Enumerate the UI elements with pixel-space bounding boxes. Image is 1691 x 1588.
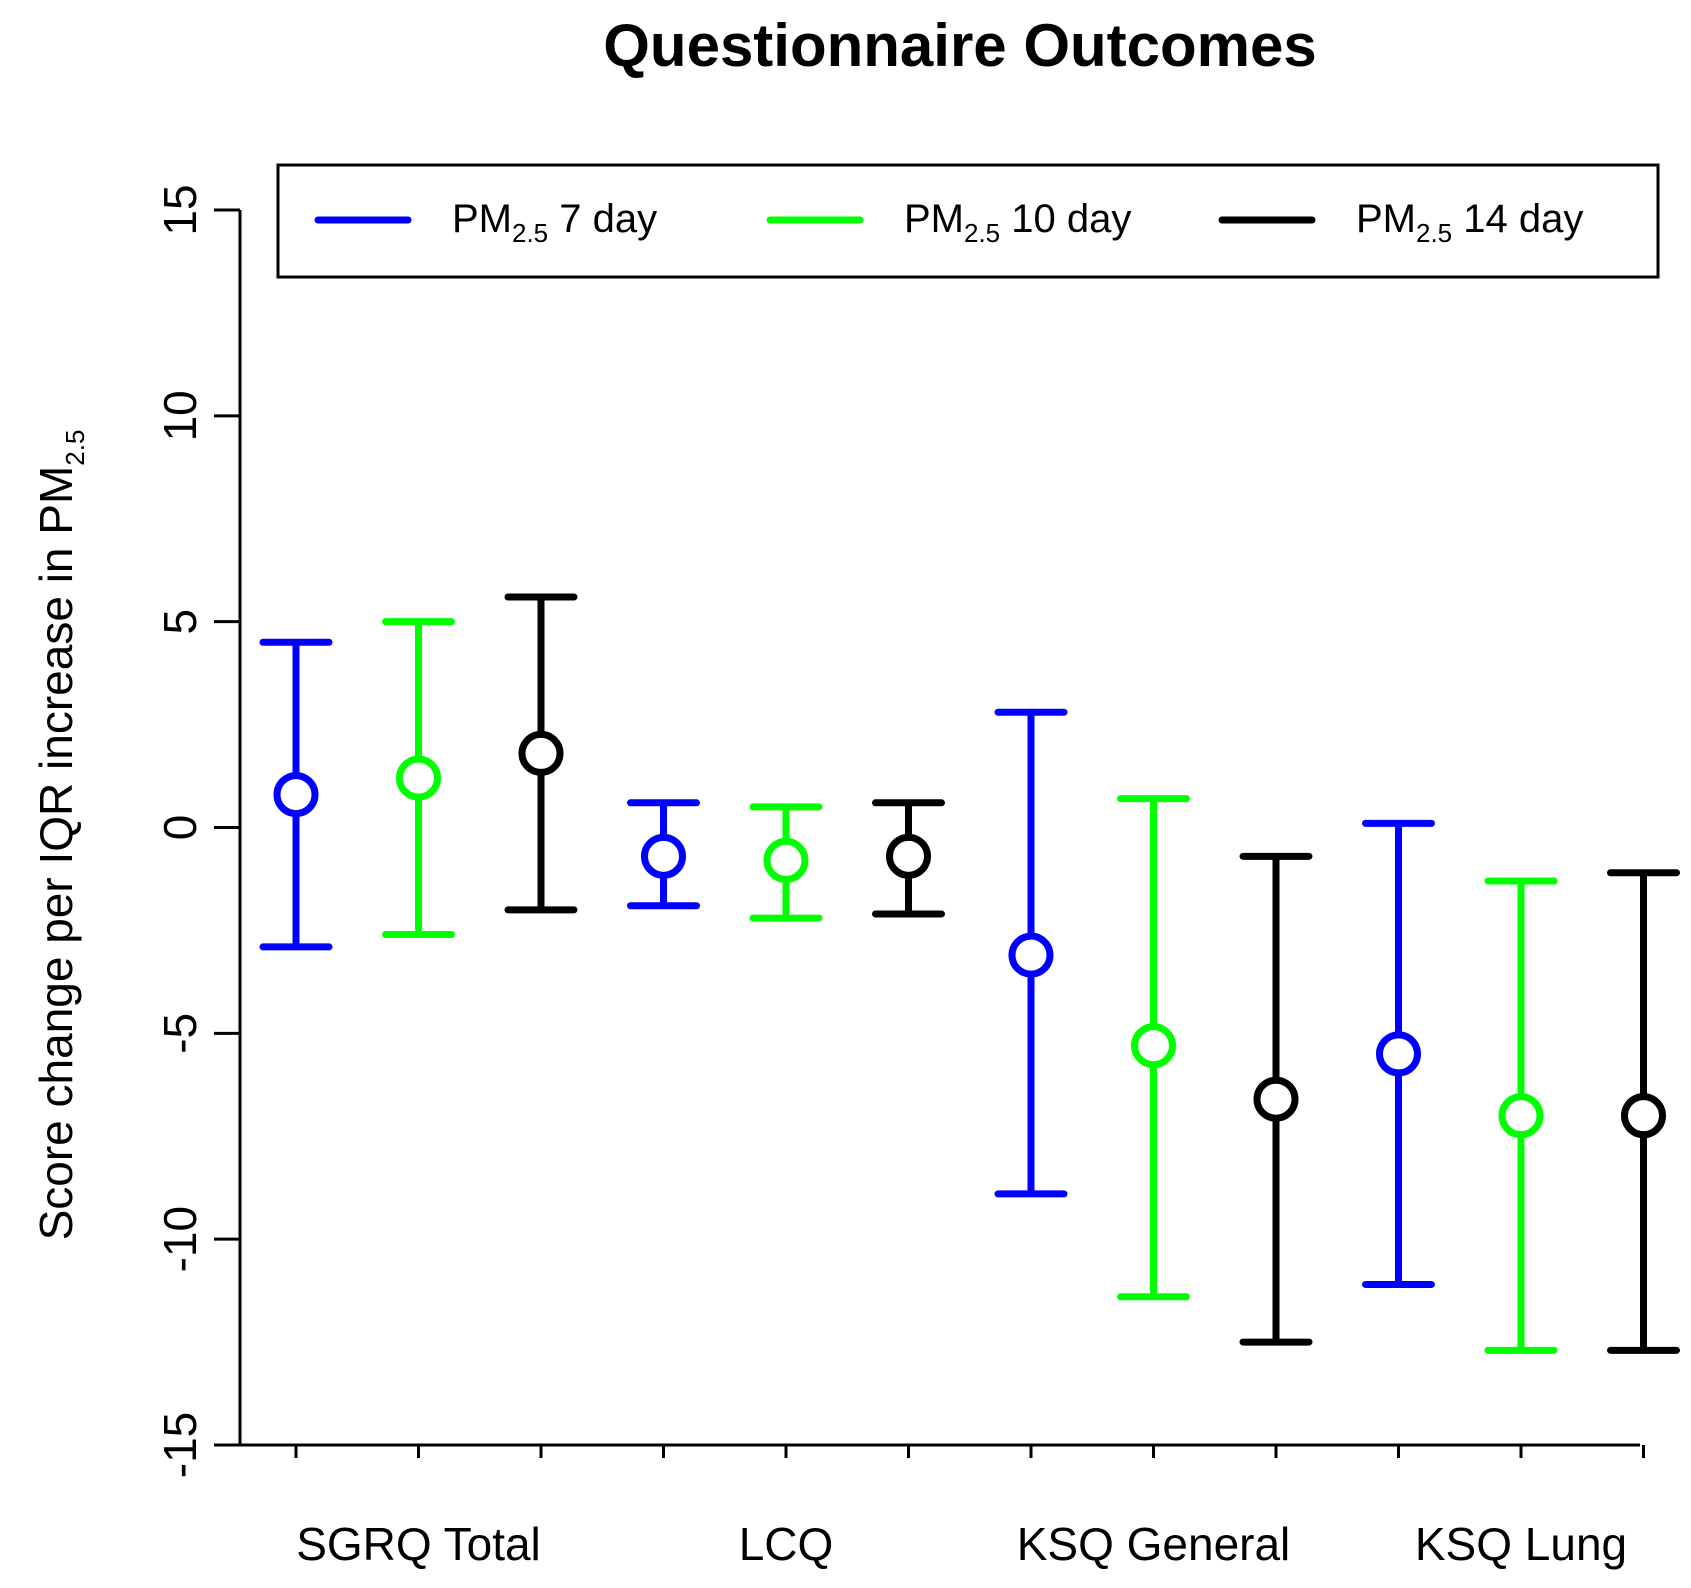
y-axis-label-main: Score change per IQR increase in PM — [30, 466, 82, 1241]
error-bar-group — [994, 708, 1068, 1198]
legend-label: PM2.5 10 day — [904, 197, 1131, 248]
legend-label-subscript: 2.5 — [512, 218, 548, 248]
legend-label-main: PM — [452, 197, 512, 241]
legend-label: PM2.5 14 day — [1356, 197, 1583, 248]
legend-box — [276, 163, 1660, 279]
axes — [238, 210, 1640, 1447]
point-estimate-marker — [1621, 1093, 1666, 1139]
legend-item: PM2.5 7 day — [314, 197, 657, 248]
category-label: SGRQ Total — [296, 1518, 541, 1570]
point-estimate-marker — [1376, 1031, 1421, 1077]
y-tick-label: -5 — [154, 1013, 206, 1054]
y-tick-label: 15 — [154, 184, 206, 235]
error-bar-group — [1117, 795, 1190, 1301]
y-axis-label-subscript: 2.5 — [60, 430, 90, 466]
point-estimate-marker — [1131, 1023, 1176, 1069]
legend-label-main: PM — [904, 197, 964, 241]
category-label: LCQ — [739, 1518, 834, 1570]
legend-item: PM2.5 14 day — [1218, 197, 1583, 248]
y-tick-label: 10 — [154, 390, 206, 441]
point-estimate-marker — [641, 833, 686, 879]
point-estimate-marker — [763, 837, 809, 883]
error-bar-group — [1607, 869, 1680, 1354]
point-estimate-marker — [1498, 1093, 1544, 1139]
point-estimate-marker — [518, 730, 564, 776]
y-tick-label: -15 — [154, 1412, 206, 1478]
y-tick-label: -10 — [154, 1206, 206, 1272]
y-ticks: -15 -10 -5 0 5 10 15 — [154, 184, 240, 1478]
y-axis-label: Score change per IQR increase in PM2.5 — [30, 430, 90, 1241]
y-tick-label: 5 — [154, 609, 206, 635]
error-bar-group — [504, 593, 578, 914]
legend-label-rest: 10 day — [1000, 197, 1131, 241]
error-bar-group — [259, 638, 333, 951]
error-bar-group — [382, 618, 455, 939]
point-estimate-marker — [886, 833, 931, 879]
legend-label-rest: 7 day — [548, 197, 657, 241]
point-estimate-marker — [396, 755, 441, 801]
legend-item: PM2.5 10 day — [766, 197, 1131, 248]
legend-label-rest: 14 day — [1452, 197, 1583, 241]
point-estimate-marker — [1253, 1076, 1299, 1122]
data-marks — [259, 593, 1680, 1354]
error-bar-group — [749, 803, 823, 922]
legend-label-main: PM — [1356, 197, 1416, 241]
legend: PM2.5 7 day PM2.5 10 day PM2.5 14 day — [276, 163, 1660, 279]
chart-title: Questionnaire Outcomes — [603, 12, 1317, 79]
error-bar-group — [1484, 877, 1558, 1354]
legend-label: PM2.5 7 day — [452, 197, 657, 248]
point-estimate-marker — [273, 772, 319, 818]
error-bar-group — [627, 799, 700, 910]
error-bar-group — [1362, 819, 1435, 1288]
legend-label-subscript: 2.5 — [964, 218, 1000, 248]
category-label: KSQ General — [1017, 1518, 1291, 1570]
point-estimate-marker — [1008, 932, 1054, 978]
legend-label-subscript: 2.5 — [1416, 218, 1452, 248]
category-label: KSQ Lung — [1415, 1518, 1627, 1570]
y-tick-label: 0 — [154, 815, 206, 841]
x-ticks: SGRQ Total LCQ KSQ General KSQ Lung — [294, 1445, 1645, 1570]
error-bar-group — [1239, 852, 1313, 1346]
error-bar-group — [872, 799, 945, 918]
